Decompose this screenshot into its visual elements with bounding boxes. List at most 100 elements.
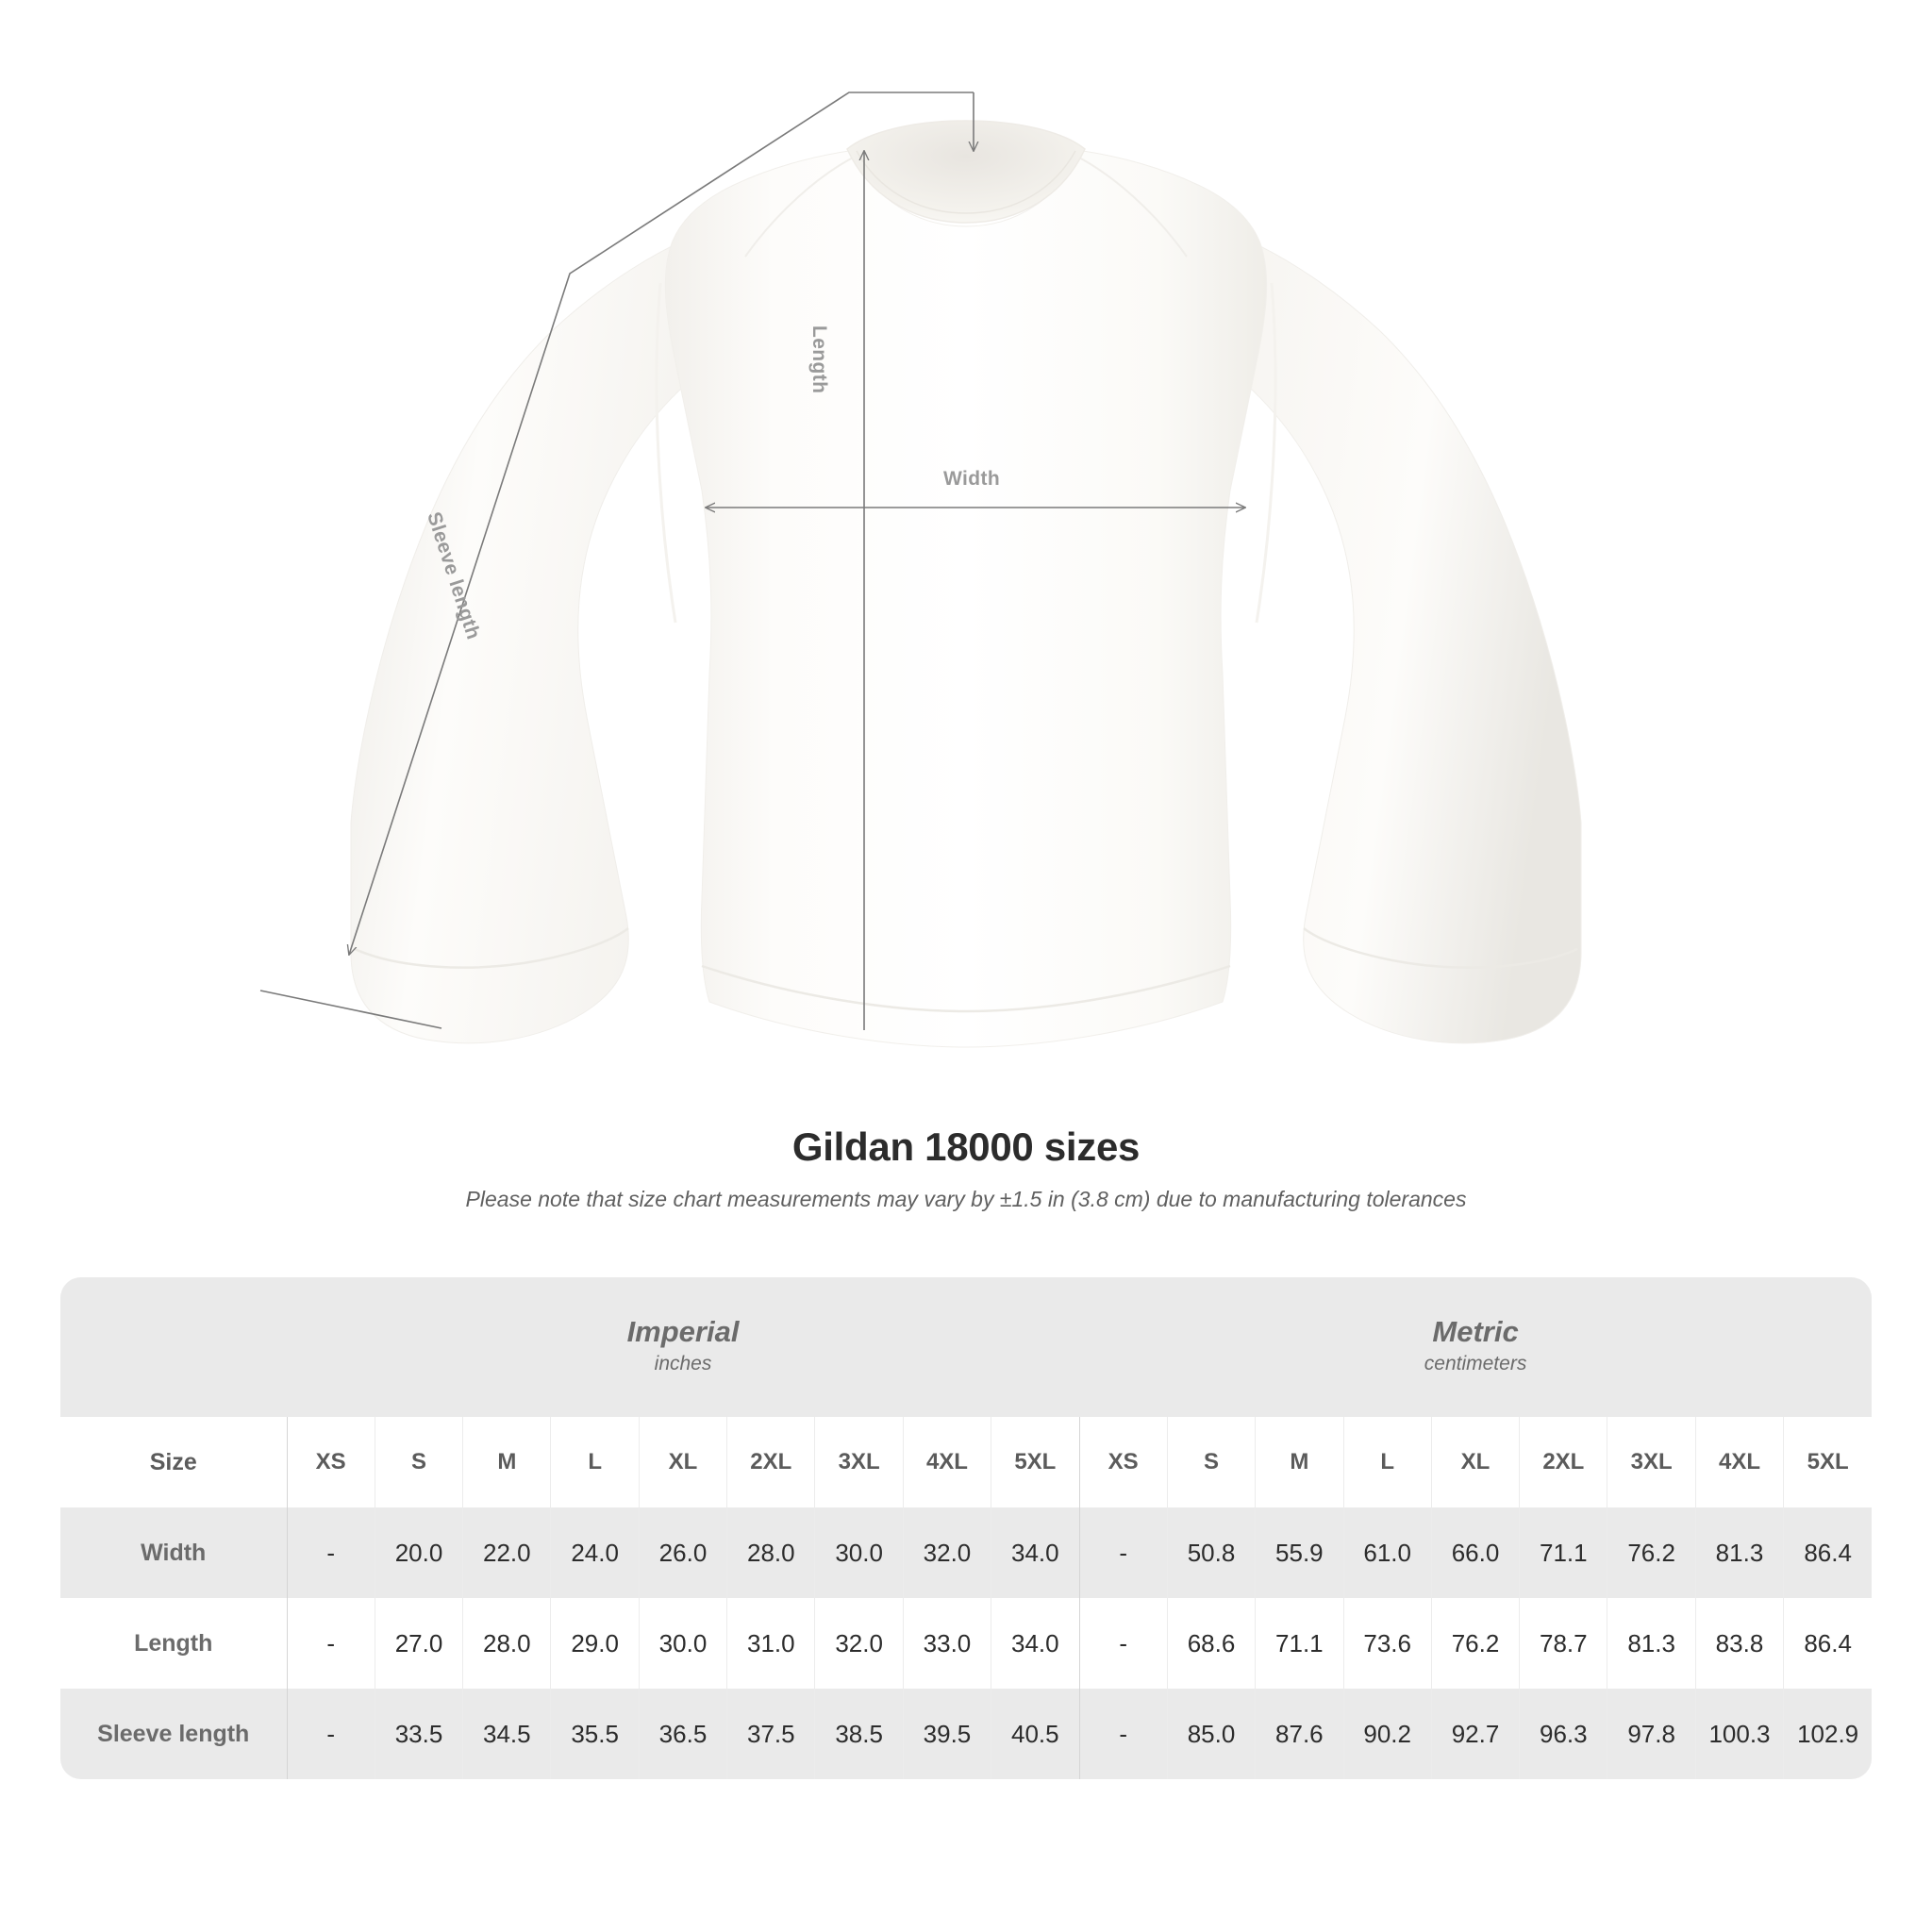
cell-sleeve-length-metric-2xl: 96.3 [1519,1689,1607,1779]
cell-length-metric-5xl: 86.4 [1783,1598,1873,1689]
table-row: Width -20.0 22.0 24.0 26.0 28.0 30.0 32.0 34.0-5… [60,1507,1873,1598]
row-label-length: Length [60,1598,287,1689]
sleeve-length-end-tick [259,990,442,1029]
cell-length-metric-xs: - [1078,1598,1168,1689]
cell-width-metric-4xl: 81.3 [1694,1507,1784,1598]
size-header-label: Size [60,1417,287,1507]
cell-length-imperial-s: 27.0 [374,1598,463,1689]
table-row: Length -27.0 28.0 29.0 30.0 31.0 32.0 33.0 34.0-… [60,1598,1873,1689]
size-header-metric-m: M [1255,1417,1343,1507]
cell-length-metric-m: 71.1 [1255,1598,1343,1689]
body-front [664,150,1268,1048]
cell-width-metric-5xl: 86.4 [1783,1507,1873,1598]
left-shoulder-seam [744,156,856,258]
cell-width-imperial-l: 24.0 [550,1507,640,1598]
cell-sleeve-length-metric-4xl: 100.3 [1694,1689,1784,1779]
cell-sleeve-length-metric-xs: - [1078,1689,1168,1779]
cell-length-imperial-4xl: 33.0 [902,1598,991,1689]
unit-group-imperial-name: Imperial [626,1315,740,1349]
measurement-guides [259,92,1245,1030]
cell-length-metric-3xl: 81.3 [1607,1598,1696,1689]
unit-group-metric-unit: centimeters [1424,1353,1527,1375]
size-header-imperial-s: S [374,1417,463,1507]
cell-length-imperial-2xl: 31.0 [726,1598,815,1689]
cell-width-imperial-s: 20.0 [374,1507,463,1598]
cell-length-imperial-m: 28.0 [462,1598,551,1689]
cell-sleeve-length-imperial-3xl: 38.5 [814,1689,904,1779]
size-header-metric-4xl: 4XL [1694,1417,1784,1507]
cell-sleeve-length-metric-s: 85.0 [1166,1689,1256,1779]
cell-length-imperial-5xl: 34.0 [991,1598,1080,1689]
width-dimension-label: Width [943,468,1001,490]
cell-length-metric-s: 68.6 [1166,1598,1256,1689]
cell-length-metric-xl: 76.2 [1430,1598,1520,1689]
cell-width-metric-l: 61.0 [1342,1507,1432,1598]
collar-ribbing [846,120,1086,224]
cell-length-metric-2xl: 78.7 [1519,1598,1607,1689]
cell-sleeve-length-metric-m: 87.6 [1255,1689,1343,1779]
size-header-imperial-m: M [462,1417,551,1507]
cell-width-metric-2xl: 71.1 [1519,1507,1607,1598]
cell-sleeve-length-imperial-xl: 36.5 [638,1689,727,1779]
cell-width-imperial-m: 22.0 [462,1507,551,1598]
cell-sleeve-length-imperial-l: 35.5 [550,1689,640,1779]
unit-group-metric: Metric centimeters [1079,1277,1873,1417]
cell-length-imperial-3xl: 32.0 [814,1598,904,1689]
cell-sleeve-length-imperial-2xl: 37.5 [726,1689,815,1779]
cell-width-imperial-3xl: 30.0 [814,1507,904,1598]
table-row: Sleeve length -33.5 34.5 35.5 36.5 37.5 38.5 39… [60,1689,1873,1779]
size-header-imperial-l: L [550,1417,640,1507]
tolerance-note: Please note that size chart measurements… [465,1187,1467,1211]
size-chart-table: Imperial inches Metric centimeters Size … [60,1277,1873,1779]
cell-width-imperial-xl: 26.0 [638,1507,727,1598]
garment-diagram-panel: Length Width Sleeve length [259,92,1582,1048]
size-header-metric-xl: XL [1430,1417,1520,1507]
size-header-imperial-xs: XS [286,1417,375,1507]
cell-sleeve-length-metric-xl: 92.7 [1430,1689,1520,1779]
size-header-imperial-4xl: 4XL [902,1417,991,1507]
cell-width-metric-3xl: 76.2 [1607,1507,1696,1598]
cell-sleeve-length-imperial-m: 34.5 [462,1689,551,1779]
size-header-imperial-2xl: 2XL [726,1417,815,1507]
left-cuff-seam [354,927,629,969]
cell-length-metric-l: 73.6 [1342,1598,1432,1689]
cell-width-imperial-4xl: 32.0 [902,1507,991,1598]
length-dimension-label: Length [808,325,830,394]
garment-illustration [259,92,1582,1048]
size-table-container: Imperial inches Metric centimeters Size … [60,1277,1873,1779]
size-header-metric-l: L [1342,1417,1432,1507]
right-shoulder-seam [1076,156,1188,258]
size-header-imperial-3xl: 3XL [814,1417,904,1507]
cell-length-imperial-xl: 30.0 [638,1598,727,1689]
cell-sleeve-length-imperial-5xl: 40.5 [991,1689,1080,1779]
size-header-imperial-xl: XL [638,1417,727,1507]
unit-group-imperial: Imperial inches [287,1277,1080,1417]
left-sleeve [350,225,718,1044]
size-chart-heading: Gildan 18000 sizes Please note that size… [0,1124,1932,1212]
unit-group-row: Imperial inches Metric centimeters [60,1277,1873,1417]
size-table-head: Imperial inches Metric centimeters Size … [60,1277,1873,1507]
cell-sleeve-length-metric-l: 90.2 [1342,1689,1432,1779]
cell-width-metric-xs: - [1078,1507,1168,1598]
unit-row-corner-spacer [60,1277,287,1417]
sweatshirt-graphic [350,120,1582,1048]
size-header-metric-s: S [1166,1417,1256,1507]
cell-width-imperial-5xl: 34.0 [991,1507,1080,1598]
cell-sleeve-length-imperial-xs: - [286,1689,375,1779]
cell-sleeve-length-imperial-4xl: 39.5 [902,1689,991,1779]
cell-sleeve-length-metric-5xl: 102.9 [1783,1689,1873,1779]
cell-width-metric-m: 55.9 [1255,1507,1343,1598]
size-header-imperial-5xl: 5XL [991,1417,1080,1507]
cell-width-imperial-2xl: 28.0 [726,1507,815,1598]
fabric-fold-right [1255,282,1277,624]
unit-group-metric-name: Metric [1432,1315,1519,1349]
row-label-width: Width [60,1507,287,1598]
size-header-metric-3xl: 3XL [1607,1417,1696,1507]
size-header-metric-2xl: 2XL [1519,1417,1607,1507]
cell-width-metric-xl: 66.0 [1430,1507,1520,1598]
fabric-fold-left [655,282,677,624]
size-table-body: Width -20.0 22.0 24.0 26.0 28.0 30.0 32.0 34.0-5… [60,1507,1873,1779]
right-cuff-seam [1303,927,1578,969]
collar-inner-seam [856,150,1076,214]
size-header-metric-xs: XS [1078,1417,1168,1507]
